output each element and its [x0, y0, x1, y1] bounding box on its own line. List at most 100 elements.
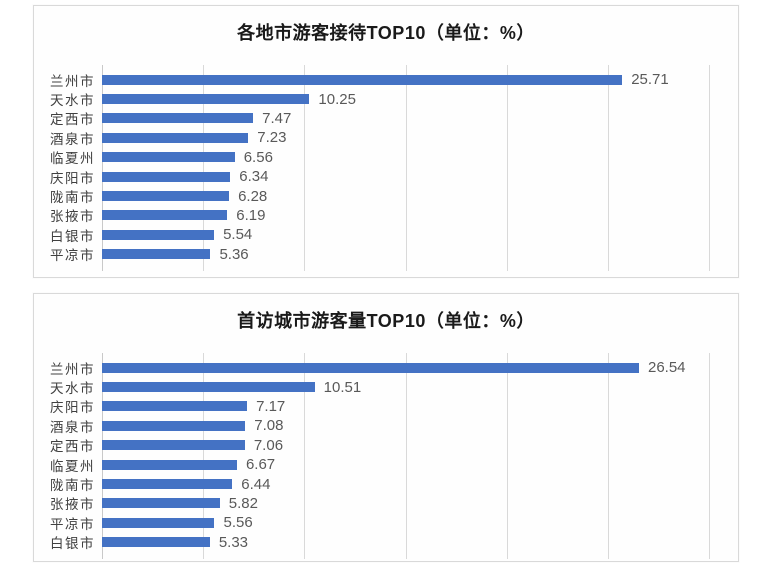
category-label: 庆阳市: [50, 170, 95, 186]
value-label: 7.08: [254, 417, 284, 435]
bar: [102, 498, 220, 509]
bar-row: 酒泉市 7.08: [46, 416, 709, 435]
grid-layer: [102, 353, 710, 559]
bar-track: 5.56: [102, 513, 709, 532]
category-label: 天水市: [50, 93, 95, 109]
value-label: 7.17: [256, 397, 286, 415]
category-label: 兰州市: [50, 73, 95, 89]
value-label: 5.82: [228, 494, 258, 512]
y-axis-line: [102, 353, 103, 559]
bar-track: 7.08: [102, 416, 709, 435]
bar-row: 平凉市 5.56: [46, 513, 709, 532]
gridline: [203, 353, 205, 559]
bar: [102, 132, 249, 143]
bar-row: 天水市 10.25: [46, 89, 709, 109]
bar-track: 5.54: [102, 225, 709, 244]
bar-row: 庆阳市 6.34: [46, 167, 709, 186]
category-label: 白银市: [50, 228, 95, 244]
bar: [102, 210, 228, 221]
category-label: 陇南市: [50, 190, 95, 206]
value-label: 26.54: [647, 359, 686, 377]
value-label: 7.06: [253, 436, 284, 454]
chart-panel-visitor-reception: 各地市游客接待TOP10（单位：%） 兰州市 25.71 天水市 10.25 定西市 7.…: [33, 5, 739, 278]
value-label: 6.56: [243, 148, 273, 166]
bar-track: 6.67: [102, 455, 709, 474]
category-label: 平凉市: [50, 516, 95, 532]
category-label: 平凉市: [50, 248, 95, 264]
bar-row: 酒泉市 7.23: [46, 128, 709, 147]
bar-chart: 兰州市 25.71 天水市 10.25 定西市 7.47 酒泉市 7.23 临夏州 6.56 庆阳市…: [46, 65, 710, 271]
category-label: 兰州市: [50, 361, 95, 377]
bar-row: 天水市 10.51: [46, 377, 709, 397]
value-label: 7.23: [257, 129, 287, 147]
bar-track: 6.19: [102, 206, 709, 225]
value-label: 25.71: [631, 71, 669, 89]
chart-title: 首访城市游客量TOP10（单位：%）: [237, 311, 535, 331]
bar: [102, 479, 233, 490]
bar: [102, 94, 310, 105]
bar-row: 兰州市 25.71: [46, 70, 709, 89]
gridline: [304, 353, 306, 559]
bar: [102, 401, 248, 412]
bar-row: 陇南市 6.28: [46, 186, 709, 206]
bar-track: 26.54: [102, 358, 709, 377]
bar-track: 6.34: [102, 167, 709, 186]
category-label: 定西市: [50, 112, 95, 128]
bar-track: 7.47: [102, 109, 709, 128]
category-label: 临夏州: [50, 458, 95, 474]
bar-rows: 兰州市 25.71 天水市 10.25 定西市 7.47 酒泉市 7.23 临夏州 6.56 庆阳市…: [46, 65, 709, 271]
bar: [102, 152, 235, 163]
bar: [102, 113, 254, 124]
category-label: 张掖市: [50, 497, 95, 513]
bar-track: 7.23: [102, 128, 709, 147]
bar-track: 25.71: [102, 70, 709, 89]
bar-chart: 兰州市 26.54 天水市 10.51 庆阳市 7.17 酒泉市 7.08 定西市 7.06 临夏州…: [46, 353, 710, 559]
bar-track: 6.56: [102, 148, 709, 167]
bar-row: 定西市 7.47: [46, 109, 709, 128]
value-label: 5.36: [219, 245, 249, 263]
value-label: 5.54: [223, 226, 253, 244]
bar: [102, 459, 237, 470]
bar-track: 6.44: [102, 474, 709, 493]
value-label: 6.19: [236, 206, 266, 224]
bar: [102, 171, 231, 182]
grid-layer: [102, 65, 710, 271]
category-label: 陇南市: [50, 478, 95, 494]
gridline: [506, 353, 508, 559]
bar: [102, 382, 315, 393]
bar: [102, 440, 245, 451]
value-label: 6.34: [239, 168, 269, 186]
bar-row: 张掖市 6.19: [46, 206, 709, 225]
category-label: 庆阳市: [50, 400, 95, 416]
value-label: 6.28: [238, 187, 268, 205]
bar-track: 10.25: [102, 89, 709, 108]
y-axis-line: [102, 65, 103, 271]
bar-row: 临夏州 6.67: [46, 455, 709, 474]
bar-row: 白银市 5.33: [46, 533, 709, 552]
category-label: 定西市: [50, 439, 95, 455]
chart-panel-first-visit-volume: 首访城市游客量TOP10（单位：%） 兰州市 26.54 天水市 10.51 庆阳市 7.…: [33, 293, 739, 562]
bar: [102, 191, 230, 202]
bar-row: 兰州市 26.54: [46, 358, 709, 377]
value-label: 10.25: [318, 90, 356, 108]
bar: [102, 362, 639, 373]
category-label: 临夏州: [50, 151, 95, 167]
gridline: [203, 65, 205, 271]
bar-track: 6.28: [102, 186, 709, 205]
bar-row: 临夏州 6.56: [46, 148, 709, 167]
gridline: [304, 65, 306, 271]
bar-track: 5.82: [102, 494, 709, 513]
category-label: 天水市: [50, 381, 95, 397]
gridline: [607, 65, 609, 271]
category-label: 酒泉市: [50, 419, 95, 435]
chart-title: 各地市游客接待TOP10（单位：%）: [237, 23, 535, 43]
category-label: 酒泉市: [50, 131, 95, 147]
category-label: 白银市: [50, 536, 95, 552]
bar: [102, 229, 215, 240]
bar: [102, 517, 215, 528]
bar-track: 7.17: [102, 397, 709, 416]
bar-track: 7.06: [102, 436, 709, 455]
page: 各地市游客接待TOP10（单位：%） 兰州市 25.71 天水市 10.25 定西市 7.…: [33, 5, 739, 562]
value-label: 7.47: [262, 109, 292, 127]
bar-row: 陇南市 6.44: [46, 474, 709, 494]
